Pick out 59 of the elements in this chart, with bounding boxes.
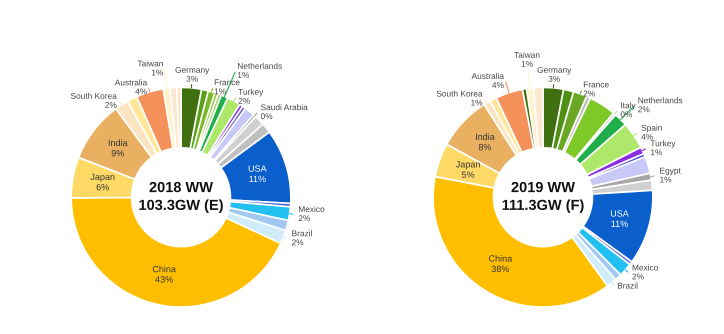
slice-label: Brazil <box>292 230 312 236</box>
slice-label: Saudi Arabia <box>260 104 308 110</box>
data-label: 4% <box>641 134 653 140</box>
data-label: 2% <box>292 239 304 246</box>
slice-label: Germany <box>537 66 572 74</box>
data-label: 2% <box>298 215 310 222</box>
data-label: 5% <box>462 171 474 178</box>
slice-label: Australia <box>472 72 504 79</box>
slice-label: France <box>584 82 609 88</box>
data-label: 1% <box>238 72 250 78</box>
slice-label: Mexico <box>298 206 324 212</box>
data-label: 1% <box>214 88 226 94</box>
slice-label: Germany <box>175 66 210 74</box>
slice-label: USA <box>248 165 267 172</box>
data-label: 2% <box>105 102 117 108</box>
slice-label: Egypt <box>660 168 681 176</box>
slice-label: India <box>476 133 495 140</box>
slice-label: Taiwan <box>138 60 163 66</box>
data-label: 1% <box>152 70 164 76</box>
slice-label: South Korea <box>70 92 117 99</box>
data-label: 2% <box>238 98 250 104</box>
data-label: 1% <box>660 176 672 182</box>
data-label: 9% <box>112 150 124 156</box>
data-label: 38% <box>492 266 510 272</box>
data-label: 43% <box>155 276 173 283</box>
data-label: 2% <box>584 90 595 96</box>
data-label: 3% <box>186 76 198 82</box>
slice-label: China <box>152 266 176 272</box>
slice-label: China <box>488 255 512 262</box>
slice-label: Taiwan <box>514 52 540 58</box>
data-label: 2% <box>638 106 650 112</box>
slice-label: USA <box>610 210 629 217</box>
data-label: 4% <box>135 88 147 94</box>
slice-label: India <box>108 139 128 146</box>
data-label: 11% <box>249 176 266 182</box>
slice-label: Spain <box>642 124 662 132</box>
slice-label: Italy <box>621 102 636 110</box>
slice-label: Turkey <box>650 140 676 148</box>
data-label: 4% <box>492 82 504 88</box>
data-label: 11% <box>611 220 628 228</box>
data-label: 1% <box>522 61 533 67</box>
data-label: 8% <box>478 144 492 150</box>
slice-label: Australia <box>114 79 148 86</box>
data-label: 0% <box>260 113 272 120</box>
data-label: 1% <box>650 149 662 156</box>
data-label: 2% <box>632 274 644 280</box>
text: 2019 WW 111.3GW (F) <box>502 182 584 213</box>
data-label: 3% <box>548 76 560 82</box>
data-label: 1% <box>471 100 482 106</box>
slice-label: Japan <box>456 161 480 170</box>
slice-label: Japan <box>90 174 114 182</box>
slice-label: Netherlands <box>238 62 282 69</box>
data-label: 6% <box>96 184 109 190</box>
text: 2018 WW 103.3GW (E) <box>139 182 223 213</box>
slice-label: South Korea <box>436 90 483 97</box>
slice-label: Mexico <box>632 264 658 271</box>
slice-label: Netherlands <box>638 97 682 104</box>
slice-label: Brazil <box>618 282 638 289</box>
slice-label: Turkey <box>238 88 264 96</box>
